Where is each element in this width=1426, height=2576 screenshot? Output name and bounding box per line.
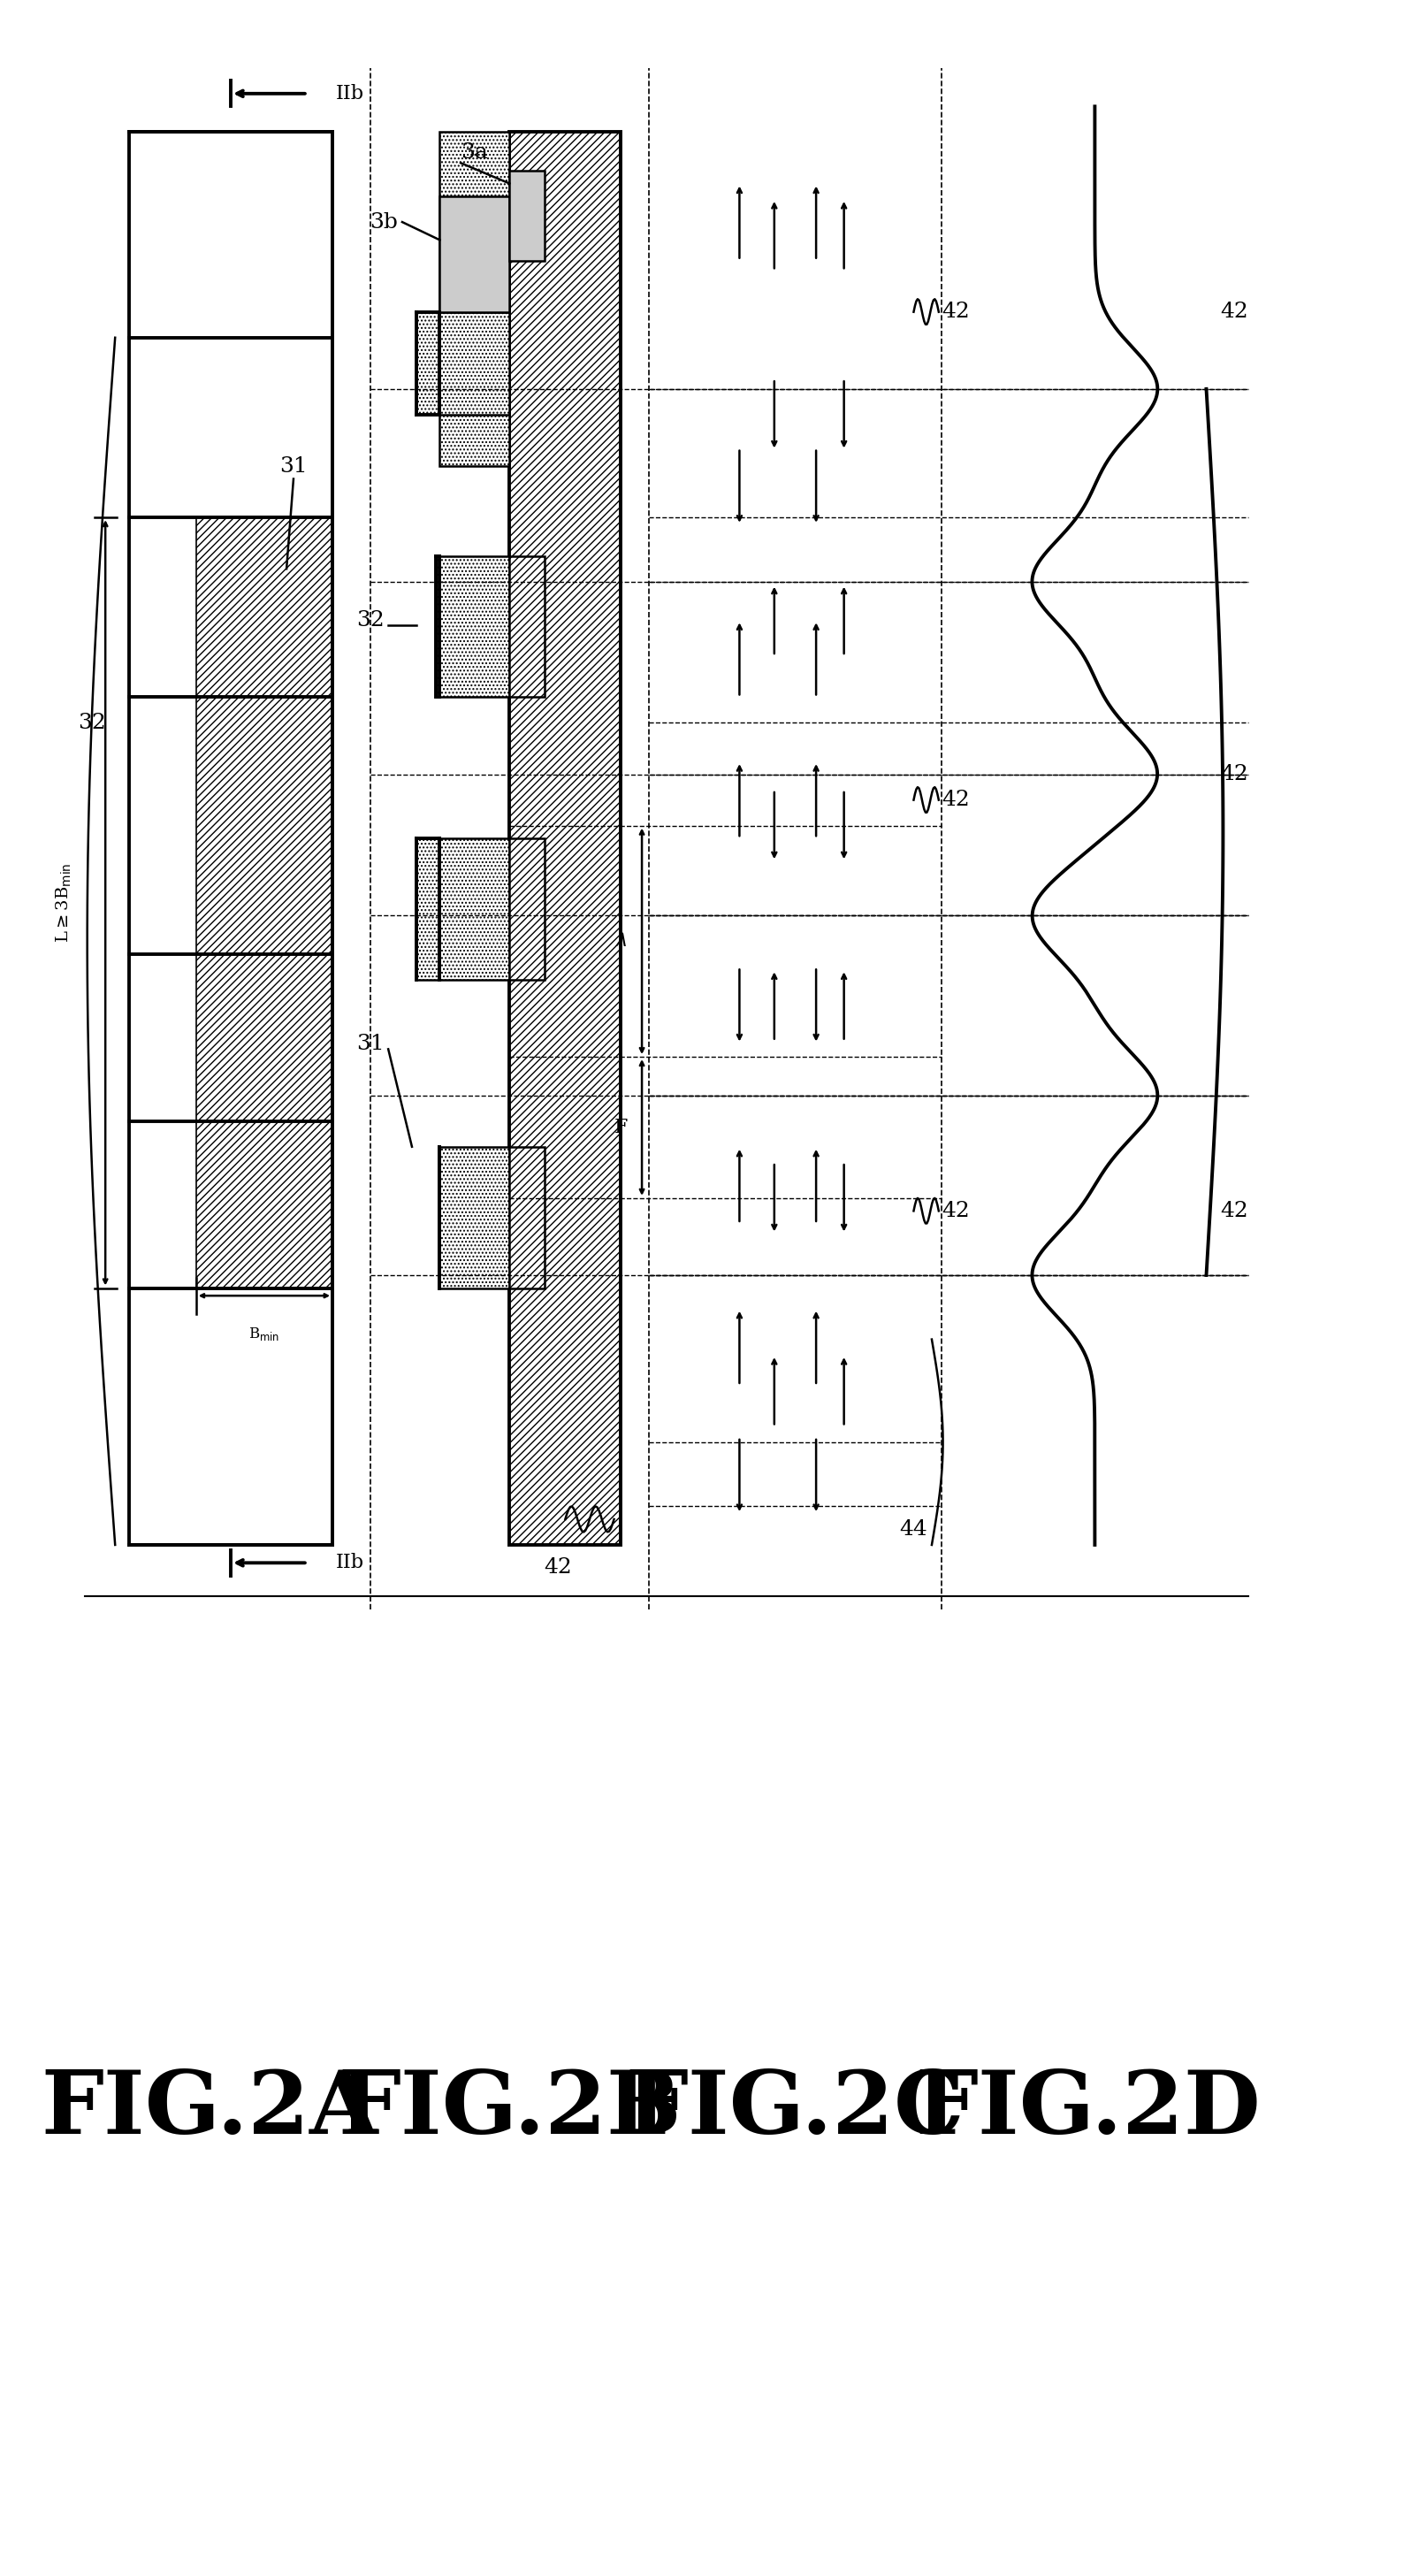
Text: 3a: 3a [461, 142, 488, 162]
Text: 42: 42 [941, 301, 970, 322]
Bar [435, 556, 509, 698]
Text: 42: 42 [1221, 765, 1248, 786]
Text: 42: 42 [545, 1558, 572, 1579]
Text: 31: 31 [279, 456, 308, 477]
Text: B$_{\rm min}$: B$_{\rm min}$ [248, 1327, 279, 1342]
Text: FIG.2A: FIG.2A [41, 2066, 378, 2154]
Bar [195, 518, 332, 1288]
Text: FIG.2D: FIG.2D [915, 2066, 1261, 2154]
Text: 32: 32 [356, 611, 384, 631]
Text: 44: 44 [900, 1520, 927, 1540]
Text: IIb: IIb [335, 85, 364, 103]
Bar [439, 196, 509, 312]
Text: FIG.2C: FIG.2C [626, 2066, 965, 2154]
Bar [509, 1146, 545, 1288]
Text: IIb: IIb [335, 1553, 364, 1571]
Text: 42: 42 [1221, 1200, 1248, 1221]
Text: 42: 42 [1221, 301, 1248, 322]
Bar [439, 1146, 509, 1288]
Text: F: F [615, 1118, 627, 1136]
Text: 3b: 3b [369, 211, 398, 232]
Text: $\lambda$: $\lambda$ [616, 933, 627, 951]
Bar [509, 556, 545, 698]
Bar [509, 840, 545, 979]
Text: L$\geq$3B$_{\rm min}$: L$\geq$3B$_{\rm min}$ [54, 863, 73, 943]
Text: 31: 31 [356, 1033, 384, 1054]
Text: FIG.2B: FIG.2B [338, 2066, 682, 2154]
Bar [439, 131, 509, 466]
Bar [509, 131, 620, 1546]
Text: 42: 42 [941, 1200, 970, 1221]
Text: 32: 32 [77, 714, 106, 734]
Bar [416, 840, 509, 979]
Bar [509, 170, 545, 260]
Bar [416, 312, 509, 415]
Text: 42: 42 [941, 791, 970, 809]
